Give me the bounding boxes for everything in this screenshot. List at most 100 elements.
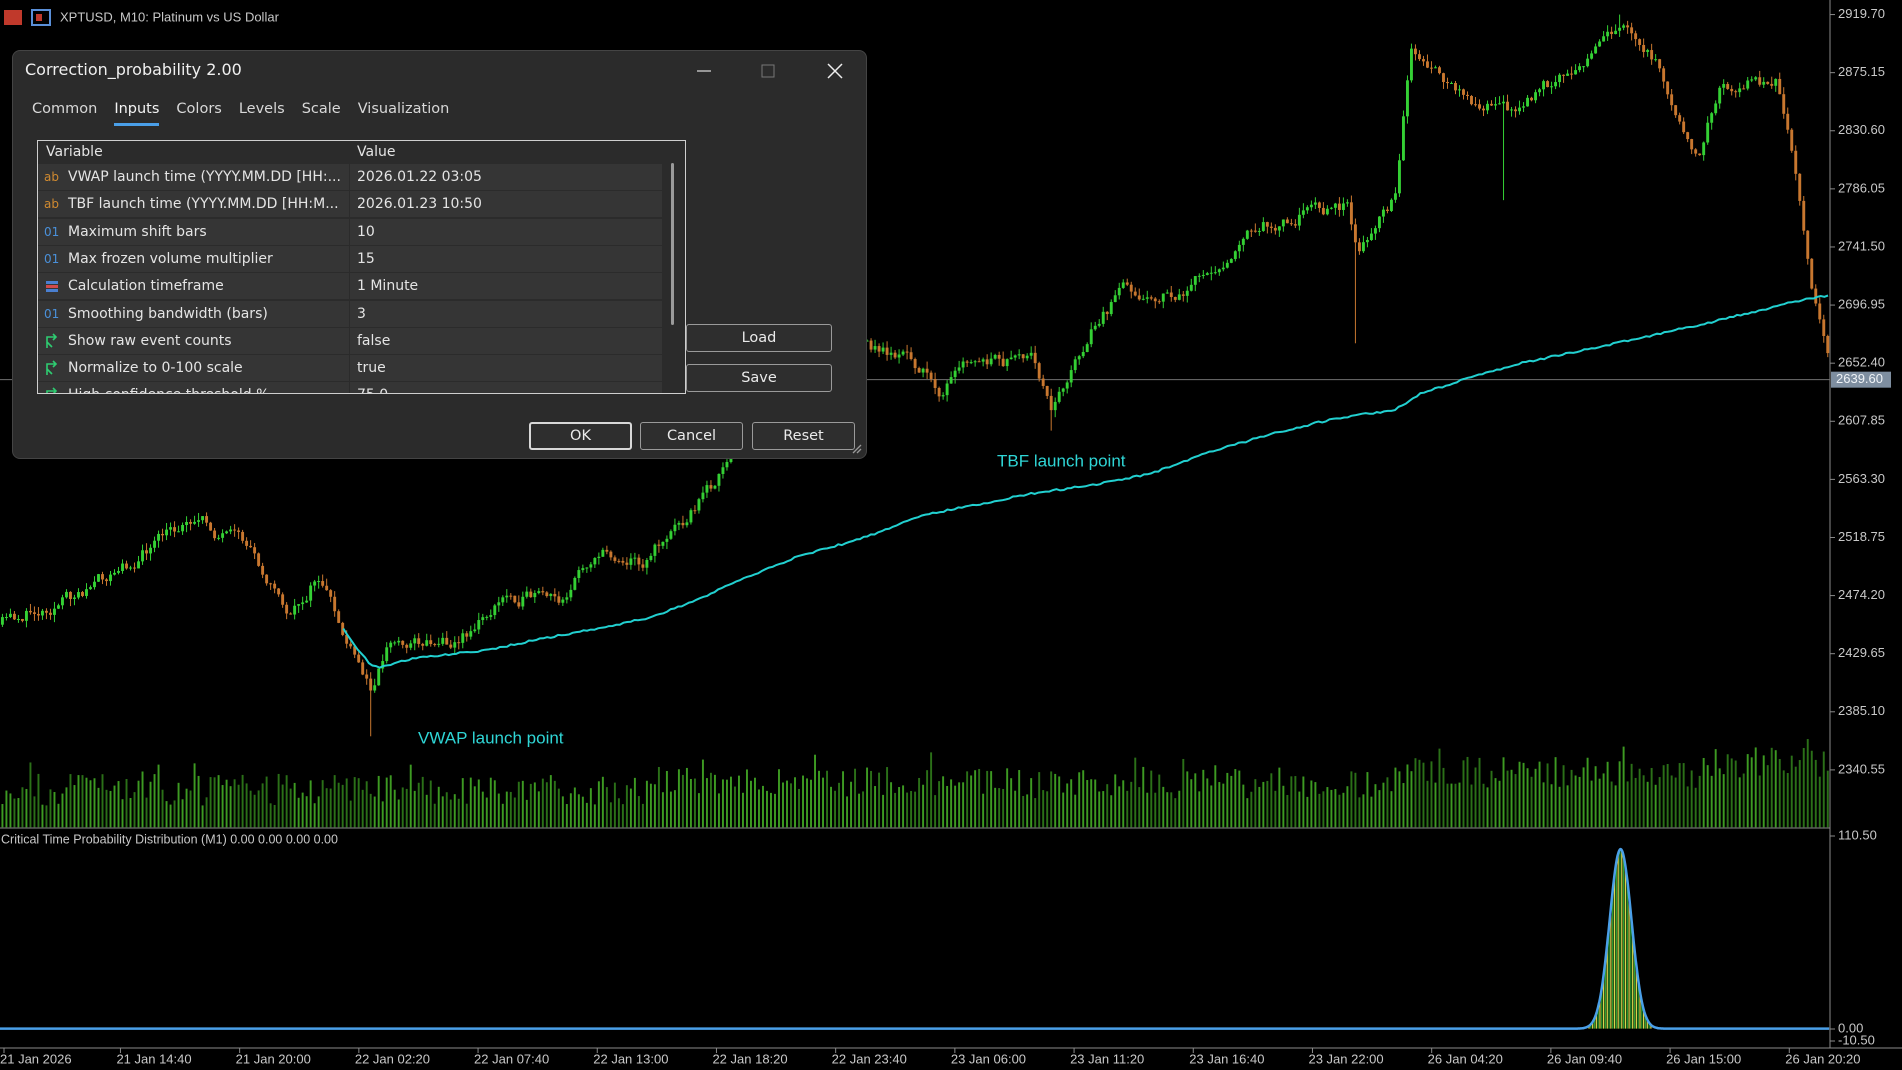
volume-bar [241,774,244,828]
close-button[interactable] [827,63,843,79]
tab[interactable]: Colors [176,101,222,117]
volume-bar [922,784,925,828]
volume-bar [249,790,252,828]
volume-bar [846,796,849,828]
price-label: 2875.15 [1838,64,1885,79]
cancel-button[interactable]: Cancel [640,422,743,450]
candle-body [1041,378,1045,386]
save-button[interactable]: Save [686,364,832,392]
volume-bar [601,776,604,828]
candle-body [1373,228,1377,234]
candle-body [1221,267,1225,270]
price-label: 2563.30 [1838,471,1885,486]
candle-body [1602,36,1606,42]
volume-bar [621,804,624,828]
volume-bar [517,781,520,828]
tab[interactable]: Common [32,101,98,117]
maximize-button[interactable] [761,64,775,78]
candle-body [697,499,701,511]
volume-bar [1,804,4,828]
volume-bar [181,799,184,828]
volume-bar [1650,767,1653,828]
candle-body [277,588,281,595]
candle-body [20,619,24,621]
volume-bar [838,782,841,828]
volume-bar [1682,763,1685,828]
volume-bar [37,773,40,828]
volume-bar [573,787,576,828]
candle-body [297,604,301,606]
volume-bar [117,781,120,828]
candle-body [1706,122,1710,143]
volume-bar [345,778,348,828]
candle-body [645,559,649,568]
volume-bar [629,788,632,828]
volume-bar [389,775,392,828]
volume-bar [1562,765,1565,828]
volume-bar [741,792,744,828]
volume-bar [593,804,596,828]
volume-bar [445,792,448,828]
volume-bar [1310,780,1313,828]
variable-cell: VWAP launch time (YYYY.MM.DD [HH:... [38,164,350,190]
candle-body [637,557,641,565]
candle-body [1510,109,1513,111]
tab[interactable]: Levels [238,101,285,117]
tab-bar: Common Inputs Colors Levels Scale Visualizati… [32,101,449,126]
reset-button[interactable]: Reset [752,422,855,450]
volume-bar [874,786,877,828]
volume-bar [1314,782,1317,828]
volume-bar [385,777,388,828]
volume-bar [57,803,60,828]
load-button[interactable]: Load [686,324,832,352]
candle-body [973,361,977,363]
time-label: 21 Jan 2026 [0,1051,72,1066]
volume-bar [1794,766,1797,828]
candle-body [173,527,177,532]
volume-bar [1638,768,1641,828]
table-row[interactable]: 01 Smoothing bandwidth (bars) 3 [38,300,662,327]
volume-bar [1818,776,1821,828]
volume-bar [870,770,873,828]
candle-body [12,613,16,620]
table-row[interactable]: ab TBF launch time (YYYY.MM.DD [HH:M... 20… [38,191,662,218]
value-cell: 15 [357,250,375,267]
candle-body [1305,207,1309,211]
volume-bar [1142,766,1145,828]
candle-body [317,581,321,583]
volume-bar [774,793,776,828]
volume-bar [1274,790,1277,828]
volume-bar [974,770,977,828]
candle-body [1698,153,1702,156]
candle-body [1209,272,1213,274]
candle-body [1089,329,1093,345]
volume-bar [489,777,492,828]
tab[interactable]: Inputs [114,101,160,126]
table-row[interactable]: Calculation timeframe 1 Minute [38,273,662,300]
tab[interactable]: Scale [301,101,341,117]
candle-body [1077,356,1081,360]
tab[interactable]: Visualization [357,101,450,117]
volume-bar [665,770,668,828]
resize-grip[interactable] [851,443,863,455]
volume-bar [501,803,504,828]
candle-body [1193,276,1197,285]
volume-bar [958,782,961,828]
volume-bar [1718,768,1721,828]
candle-body [485,616,489,618]
candle-body [16,619,20,620]
table-row[interactable]: High confidence threshold %75.0 [38,382,662,393]
volume-bar [1082,770,1085,828]
table-row[interactable]: ab VWAP launch time (YYYY.MM.DD [HH:... 20… [38,164,662,190]
candle-body [1578,66,1582,71]
table-row[interactable]: 01 Max frozen volume multiplier 15 [38,245,662,272]
candle-body [1474,104,1477,106]
volume-bar [1118,786,1121,828]
table-row[interactable]: Normalize to 0-100 scale true [38,355,662,382]
table-row[interactable]: Show raw event counts false [38,327,662,354]
candle-body [213,530,217,539]
ok-button[interactable]: OK [529,422,632,450]
candle-body [997,354,1001,359]
candle-body [1349,202,1353,225]
table-row[interactable]: 01 Maximum shift bars 10 [38,218,662,245]
